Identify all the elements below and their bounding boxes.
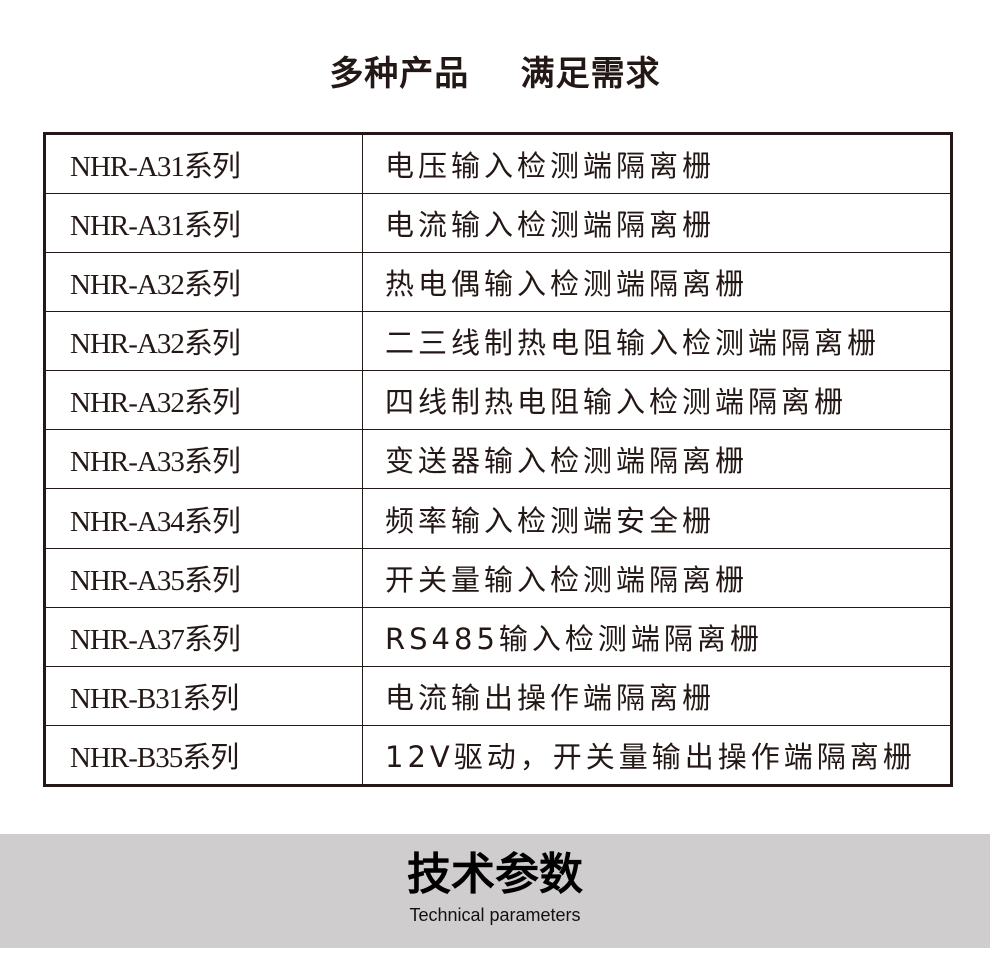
table-row: NHR-A32系列 热电偶输入检测端隔离栅 [44, 252, 952, 313]
product-model: NHR-B35系列 [44, 724, 363, 787]
table-row: NHR-A32系列 二三线制热电阻输入检测端隔离栅 [44, 311, 952, 372]
product-model: NHR-A33系列 [44, 429, 363, 490]
product-model: NHR-A35系列 [44, 547, 363, 608]
product-description: 电流输入检测端隔离栅 [362, 193, 952, 254]
product-description: 12V驱动，开关量输出操作端隔离栅 [362, 724, 952, 787]
table-row: NHR-A37系列 RS485输入检测端隔离栅 [44, 606, 952, 667]
product-description: RS485输入检测端隔离栅 [362, 606, 952, 667]
product-model: NHR-A32系列 [44, 252, 363, 313]
table-row: NHR-A32系列 四线制热电阻输入检测端隔离栅 [44, 370, 952, 431]
product-model: NHR-B31系列 [44, 665, 363, 726]
product-description: 电压输入检测端隔离栅 [362, 132, 952, 195]
table-row: NHR-A31系列 电压输入检测端隔离栅 [44, 132, 952, 195]
product-model: NHR-A32系列 [44, 370, 363, 431]
table-row: NHR-A31系列 电流输入检测端隔离栅 [44, 193, 952, 254]
product-table: NHR-A31系列 电压输入检测端隔离栅 NHR-A31系列 电流输入检测端隔离栅 NH… [43, 132, 953, 787]
section-subtitle: Technical parameters [409, 905, 581, 925]
section-header-banner: 技术参数 Technical parameters [0, 834, 990, 948]
product-model: NHR-A34系列 [44, 488, 363, 549]
page-title: 多种产品 满足需求 [329, 54, 661, 94]
product-description: 电流输出操作端隔离栅 [362, 665, 952, 726]
product-description: 二三线制热电阻输入检测端隔离栅 [362, 311, 952, 372]
product-model: NHR-A37系列 [44, 606, 363, 667]
table-row: NHR-A34系列 频率输入检测端安全栅 [44, 488, 952, 549]
product-model: NHR-A31系列 [44, 132, 363, 195]
table-row: NHR-B31系列 电流输出操作端隔离栅 [44, 665, 952, 726]
product-description: 变送器输入检测端隔离栅 [362, 429, 952, 490]
product-model: NHR-A31系列 [44, 193, 363, 254]
table-row: NHR-B35系列 12V驱动，开关量输出操作端隔离栅 [44, 724, 952, 787]
product-description: 开关量输入检测端隔离栅 [362, 547, 952, 608]
table-row: NHR-A35系列 开关量输入检测端隔离栅 [44, 547, 952, 608]
section-title: 技术参数 [407, 849, 583, 900]
product-description: 频率输入检测端安全栅 [362, 488, 952, 549]
table-row: NHR-A33系列 变送器输入检测端隔离栅 [44, 429, 952, 490]
product-description: 四线制热电阻输入检测端隔离栅 [362, 370, 952, 431]
product-description: 热电偶输入检测端隔离栅 [362, 252, 952, 313]
product-model: NHR-A32系列 [44, 311, 363, 372]
